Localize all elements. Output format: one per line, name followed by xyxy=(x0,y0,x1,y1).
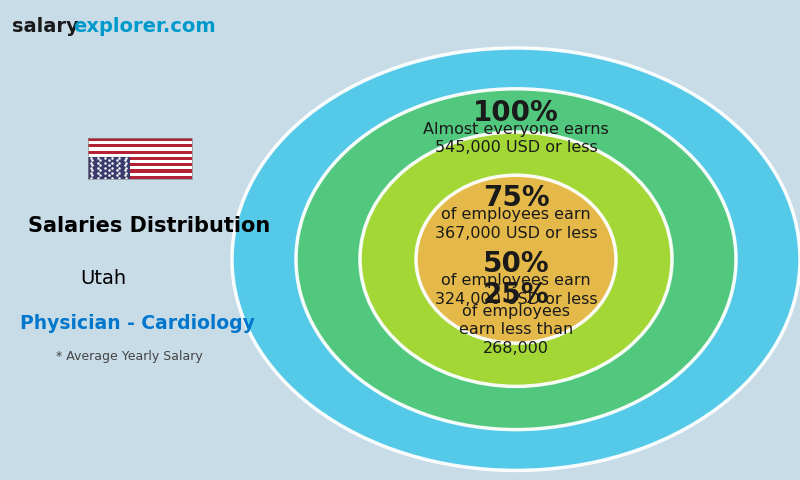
Text: 545,000 USD or less: 545,000 USD or less xyxy=(434,140,598,155)
Text: Utah: Utah xyxy=(80,269,126,288)
Text: Physician - Cardiology: Physician - Cardiology xyxy=(20,314,255,334)
Bar xyxy=(88,169,192,172)
Text: Almost everyone earns: Almost everyone earns xyxy=(423,122,609,137)
Text: 100%: 100% xyxy=(473,99,559,127)
Text: 367,000 USD or less: 367,000 USD or less xyxy=(434,226,598,240)
Text: 268,000: 268,000 xyxy=(483,341,549,356)
Text: 75%: 75% xyxy=(482,184,550,212)
Text: 50%: 50% xyxy=(482,250,550,278)
Text: Salaries Distribution: Salaries Distribution xyxy=(28,216,270,236)
Bar xyxy=(88,163,192,166)
Text: explorer.com: explorer.com xyxy=(74,17,216,36)
Ellipse shape xyxy=(416,175,616,343)
Bar xyxy=(88,157,130,179)
Bar xyxy=(88,138,192,179)
Ellipse shape xyxy=(360,132,672,386)
Ellipse shape xyxy=(232,48,800,470)
Bar xyxy=(88,138,192,141)
Bar xyxy=(88,176,192,179)
Ellipse shape xyxy=(296,89,736,430)
Text: earn less than: earn less than xyxy=(459,323,573,337)
Bar xyxy=(88,154,192,157)
Text: 25%: 25% xyxy=(482,281,550,309)
Text: salary: salary xyxy=(12,17,78,36)
Bar xyxy=(88,160,192,163)
Bar xyxy=(88,151,192,154)
Bar xyxy=(88,147,192,151)
Bar xyxy=(88,172,192,176)
Text: of employees: of employees xyxy=(462,304,570,319)
Bar xyxy=(88,166,192,169)
Bar xyxy=(88,144,192,147)
Text: 324,000 USD or less: 324,000 USD or less xyxy=(434,291,598,307)
Text: * Average Yearly Salary: * Average Yearly Salary xyxy=(56,350,202,363)
Bar xyxy=(88,141,192,144)
Text: of employees earn: of employees earn xyxy=(441,207,591,222)
Text: of employees earn: of employees earn xyxy=(441,273,591,288)
Bar xyxy=(88,157,192,160)
